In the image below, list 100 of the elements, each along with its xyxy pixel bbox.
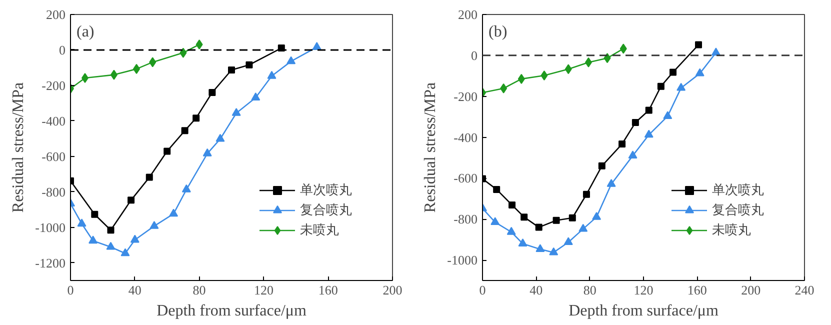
y-tick-label: -800 [454,212,478,227]
point [181,127,188,134]
point [618,140,626,148]
legend-label: 未喷丸 [712,221,751,239]
point [568,214,576,222]
y-tick-label: 0 [59,42,66,58]
point [632,119,639,126]
y-tick-label: -600 [42,148,66,164]
point [508,201,516,208]
point [644,130,654,138]
x-tick-label: 40 [128,282,142,298]
y-tick-label: -600 [454,170,478,186]
x-axis-title: Depth from surface/μm [568,302,719,320]
y-tick-label: -400 [454,130,478,145]
text: (b) [488,24,508,40]
point [606,179,616,187]
point [663,111,672,120]
point [107,226,114,234]
point [169,208,178,217]
point [164,148,171,155]
x-tick-label: 80 [192,282,206,298]
y-tick-label: -1000 [447,252,478,268]
point [128,196,135,204]
point [267,70,276,79]
point [286,56,296,64]
y-tick-label: 200 [46,7,66,22]
y-tick-label: -400 [42,113,66,128]
point [232,108,241,116]
point [518,74,525,84]
point [604,53,611,64]
point [130,234,140,243]
point [552,216,560,224]
x-tick-label: 40 [530,282,543,298]
point [592,212,602,220]
x-tick-label: 120 [634,282,654,298]
x-axis-title: Depth from surface/μm [156,302,307,320]
x-tick-label: 200 [741,282,761,298]
point [520,214,528,221]
legend-label: 复合喷丸 [300,201,352,219]
point [578,224,588,232]
point [695,68,704,76]
point [246,61,253,68]
point [133,64,140,74]
y-tick-label: -200 [454,88,478,104]
point [628,150,638,158]
point [81,72,88,83]
y-tick-label: -1200 [35,255,66,270]
y-tick-label: 200 [458,7,478,22]
point [208,89,216,96]
point [146,174,153,181]
point [106,242,116,250]
point [182,184,191,192]
point [251,92,260,100]
legend-label: 单次喷丸 [712,181,764,199]
y-axis-title: Residual stress/MPa [422,82,440,213]
point [149,57,156,68]
y-axis-title: Residual stress/MPa [10,82,28,213]
point [228,66,235,74]
point [518,238,528,246]
point [657,82,664,90]
point [110,70,118,80]
x-tick-label: 120 [254,282,274,298]
point [196,39,203,50]
y-tick-label: -800 [42,184,66,200]
y-tick-label: -200 [42,78,66,93]
point [490,217,500,225]
point [670,68,677,76]
x-tick-label: 160 [687,282,707,298]
point [540,70,548,80]
legend-label: 复合喷丸 [712,201,764,219]
point [500,83,508,94]
point [564,237,573,246]
x-tick-label: 160 [318,282,338,298]
point [598,162,606,170]
point [536,244,545,252]
point [620,44,627,54]
y-tick-label: -1000 [35,220,66,235]
point [582,190,590,198]
point [584,57,592,68]
point [180,48,187,58]
x-tick-label: 240 [794,282,814,298]
legend-label: 未喷丸 [300,221,339,239]
point [645,106,652,114]
point [77,218,86,227]
point [150,220,159,229]
point [192,114,200,122]
point [88,236,98,244]
point [695,41,702,48]
point [535,224,542,231]
point [202,148,212,156]
point [676,82,686,91]
text: (a) [76,24,94,40]
point [506,226,516,235]
point [312,42,322,50]
x-tick-label: 80 [583,282,596,298]
y-tick-label: 0 [471,48,478,63]
point [493,186,500,193]
legend-label: 单次喷丸 [300,181,352,199]
x-tick-label: 200 [382,282,402,298]
point [564,64,572,74]
